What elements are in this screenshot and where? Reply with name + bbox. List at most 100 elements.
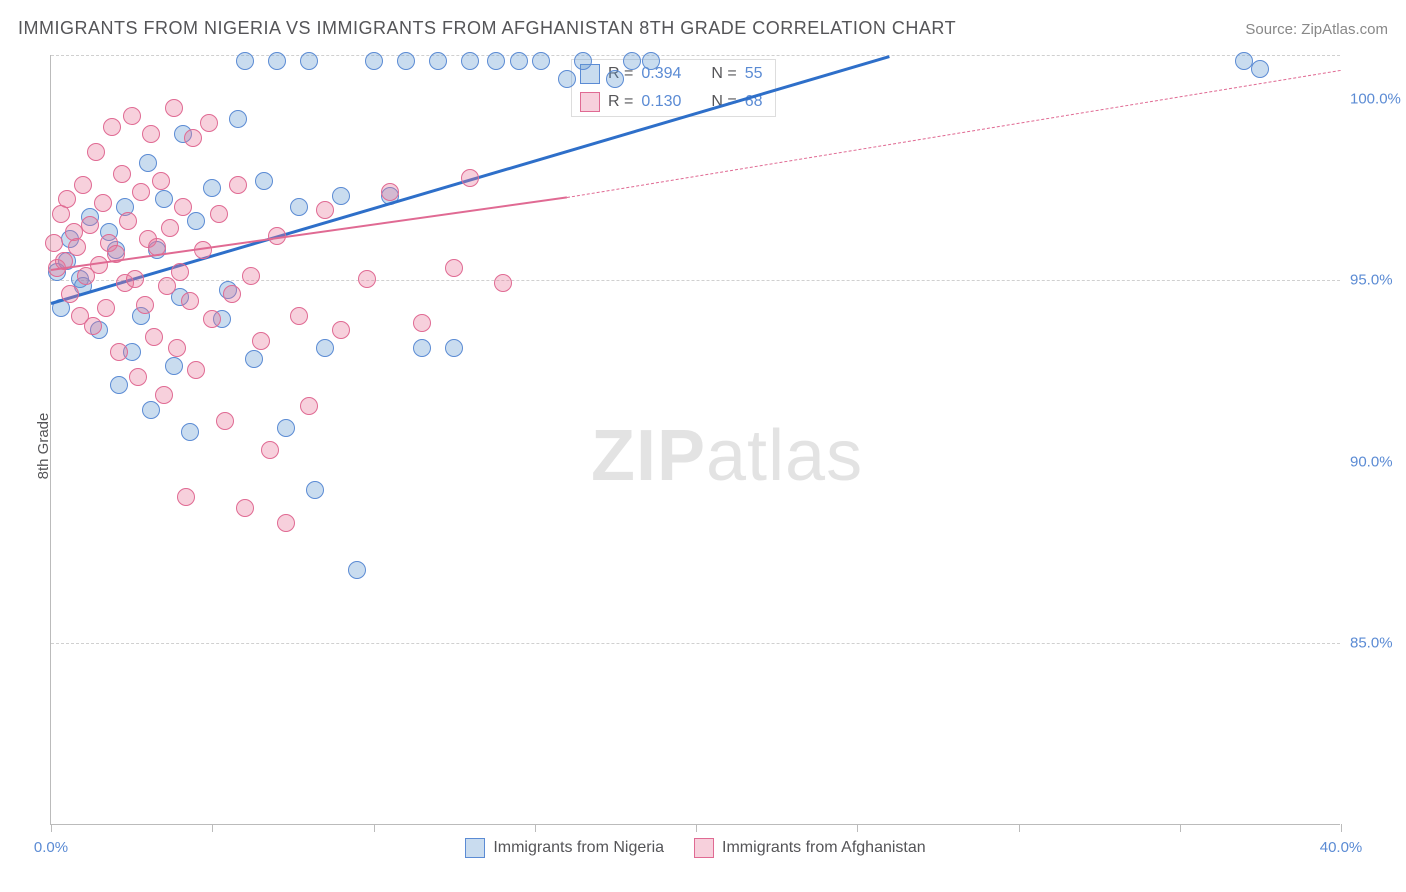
scatter-point [306,481,324,499]
scatter-point [229,176,247,194]
scatter-point [139,154,157,172]
legend-swatch [694,838,714,858]
scatter-point [132,183,150,201]
scatter-point [123,107,141,125]
scatter-point [187,361,205,379]
scatter-point [87,143,105,161]
scatter-point [184,129,202,147]
legend-row: R = 0.394N = 55 [572,60,775,88]
scatter-point [165,357,183,375]
scatter-point [229,110,247,128]
scatter-point [245,350,263,368]
scatter-point [381,183,399,201]
scatter-point [642,52,660,70]
scatter-point [152,172,170,190]
scatter-point [461,169,479,187]
scatter-point [261,441,279,459]
x-tick [696,824,697,832]
scatter-point [290,307,308,325]
scatter-point [532,52,550,70]
scatter-point [142,125,160,143]
scatter-point [365,52,383,70]
watermark: ZIPatlas [591,415,863,497]
scatter-point [58,190,76,208]
legend-n-label: N = [711,65,736,83]
scatter-point [155,190,173,208]
scatter-point [74,176,92,194]
legend-item: Immigrants from Nigeria [465,838,664,858]
scatter-point [277,514,295,532]
x-tick-label: 40.0% [1320,839,1363,856]
legend-swatch [465,838,485,858]
scatter-point [413,339,431,357]
scatter-point [510,52,528,70]
plot-area: ZIPatlas R = 0.394N = 55R = 0.130N = 68 … [50,55,1340,825]
scatter-point [300,397,318,415]
source-name: ZipAtlas.com [1301,21,1388,38]
scatter-point [236,499,254,517]
y-tick-label: 85.0% [1350,635,1406,652]
scatter-point [181,423,199,441]
scatter-point [158,277,176,295]
source-prefix: Source: [1245,21,1301,38]
scatter-point [316,201,334,219]
x-tick [374,824,375,832]
y-tick-label: 100.0% [1350,90,1406,107]
scatter-point [110,343,128,361]
legend-n-value: 55 [745,65,763,83]
scatter-point [113,165,131,183]
scatter-point [177,488,195,506]
legend-r-label: R = [608,93,633,111]
scatter-point [155,386,173,404]
scatter-point [397,52,415,70]
scatter-point [81,216,99,234]
x-tick-label: 0.0% [34,839,68,856]
scatter-point [171,263,189,281]
title-bar: IMMIGRANTS FROM NIGERIA VS IMMIGRANTS FR… [18,18,1388,39]
scatter-point [136,296,154,314]
x-tick [1180,824,1181,832]
x-tick [51,824,52,832]
scatter-point [445,259,463,277]
legend-swatch [580,92,600,112]
scatter-point [94,194,112,212]
scatter-point [145,328,163,346]
correlation-legend: R = 0.394N = 55R = 0.130N = 68 [571,59,776,117]
x-tick [535,824,536,832]
legend-label: Immigrants from Afghanistan [722,839,926,857]
scatter-point [68,238,86,256]
scatter-point [203,179,221,197]
scatter-point [606,70,624,88]
scatter-point [103,118,121,136]
scatter-point [487,52,505,70]
scatter-point [623,52,641,70]
scatter-point [332,321,350,339]
y-tick-label: 90.0% [1350,453,1406,470]
watermark-bold: ZIP [591,416,706,496]
scatter-point [236,52,254,70]
scatter-point [142,401,160,419]
scatter-point [290,198,308,216]
x-tick [857,824,858,832]
scatter-point [119,212,137,230]
scatter-point [129,368,147,386]
scatter-point [223,285,241,303]
legend-item: Immigrants from Afghanistan [694,838,926,858]
x-tick [1019,824,1020,832]
scatter-point [203,310,221,328]
scatter-point [181,292,199,310]
y-tick-label: 95.0% [1350,272,1406,289]
legend-row: R = 0.130N = 68 [572,88,775,116]
scatter-point [126,270,144,288]
watermark-rest: atlas [706,416,863,496]
scatter-point [161,219,179,237]
chart-title: IMMIGRANTS FROM NIGERIA VS IMMIGRANTS FR… [18,18,956,39]
scatter-point [187,212,205,230]
scatter-point [255,172,273,190]
scatter-point [165,99,183,117]
scatter-point [558,70,576,88]
scatter-point [348,561,366,579]
scatter-point [574,52,592,70]
scatter-point [174,198,192,216]
x-tick [212,824,213,832]
